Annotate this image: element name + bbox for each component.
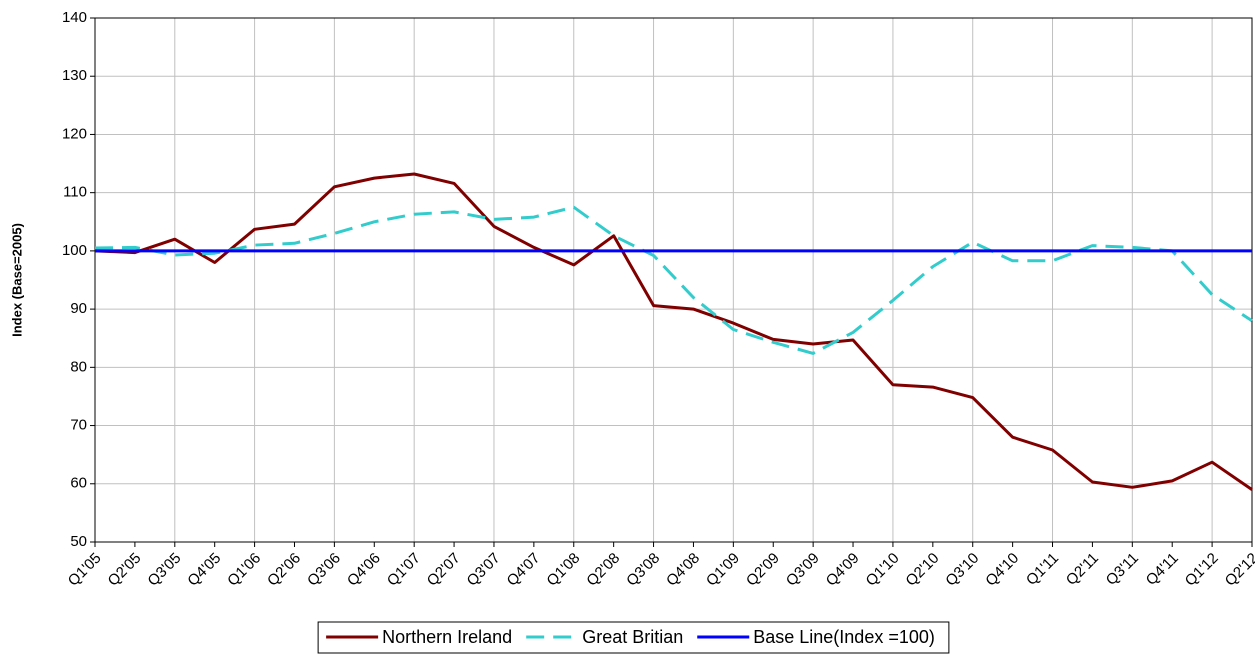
- plot-border: [94, 17, 1253, 543]
- y-tick-label: 100: [62, 242, 87, 259]
- x-tick-label: Q3'11: [1103, 550, 1142, 589]
- x-tick-label: Q2'07: [424, 550, 464, 590]
- y-tick-label: 80: [70, 358, 87, 375]
- x-tick-label: Q3'05: [144, 550, 184, 590]
- x-tick-label: Q1'08: [543, 550, 583, 590]
- y-tick-label: 130: [62, 67, 87, 84]
- x-tick-label: Q1'12: [1182, 550, 1222, 590]
- y-tick-label: 110: [63, 184, 87, 201]
- x-tick-label: Q4'09: [823, 550, 863, 590]
- y-tick-label: 90: [70, 300, 87, 317]
- legend-label: Great Britian: [582, 627, 683, 647]
- y-tick-label: 70: [70, 417, 87, 434]
- x-tick-label: Q4'07: [504, 550, 544, 590]
- x-tick-label: Q1'07: [384, 550, 424, 590]
- x-tick-label: Q1'11: [1023, 550, 1062, 589]
- legend-label: Northern Ireland: [382, 627, 512, 647]
- x-tick-label: Q4'05: [184, 550, 224, 590]
- x-tick-label: Q4'11: [1143, 550, 1182, 589]
- y-tick-label: 60: [70, 475, 87, 492]
- x-tick-label: Q3'10: [942, 550, 982, 590]
- x-tick-label: Q2'11: [1063, 550, 1102, 589]
- x-tick-label: Q3'06: [304, 550, 344, 590]
- legend: Northern Ireland Great Britian Base Line(I…: [317, 621, 950, 654]
- y-tick-label: 120: [62, 125, 87, 142]
- x-tick-label: Q3'07: [464, 550, 504, 590]
- x-tick-label: Q4'08: [663, 550, 703, 590]
- x-tick-label: Q1'05: [65, 550, 105, 590]
- x-tick-label: Q2'08: [583, 550, 623, 590]
- x-tick-label: Q1'10: [863, 550, 903, 590]
- x-tick-label: Q2'10: [902, 550, 942, 590]
- x-tick-label: Q2'09: [743, 550, 783, 590]
- y-axis-label: Index (Base=2005): [9, 223, 24, 337]
- x-tick-label: Q2'05: [105, 550, 145, 590]
- y-tick-label: 140: [62, 9, 87, 26]
- x-tick-label: Q2'12: [1222, 550, 1255, 590]
- x-tick-label: Q1'09: [703, 550, 743, 590]
- x-tick-label: Q3'08: [623, 550, 663, 590]
- x-tick-label: Q3'09: [783, 550, 823, 590]
- x-tick-label: Q4'06: [344, 550, 384, 590]
- x-tick-label: Q1'06: [224, 550, 264, 590]
- x-tick-label: Q2'06: [264, 550, 304, 590]
- legend-box: [317, 621, 950, 654]
- legend-label: Base Line(Index =100): [753, 627, 935, 647]
- line-series: [94, 172, 1253, 491]
- y-tick-label: 50: [70, 533, 87, 550]
- x-tick-label: Q4'10: [982, 550, 1022, 590]
- line-series: [94, 205, 1253, 355]
